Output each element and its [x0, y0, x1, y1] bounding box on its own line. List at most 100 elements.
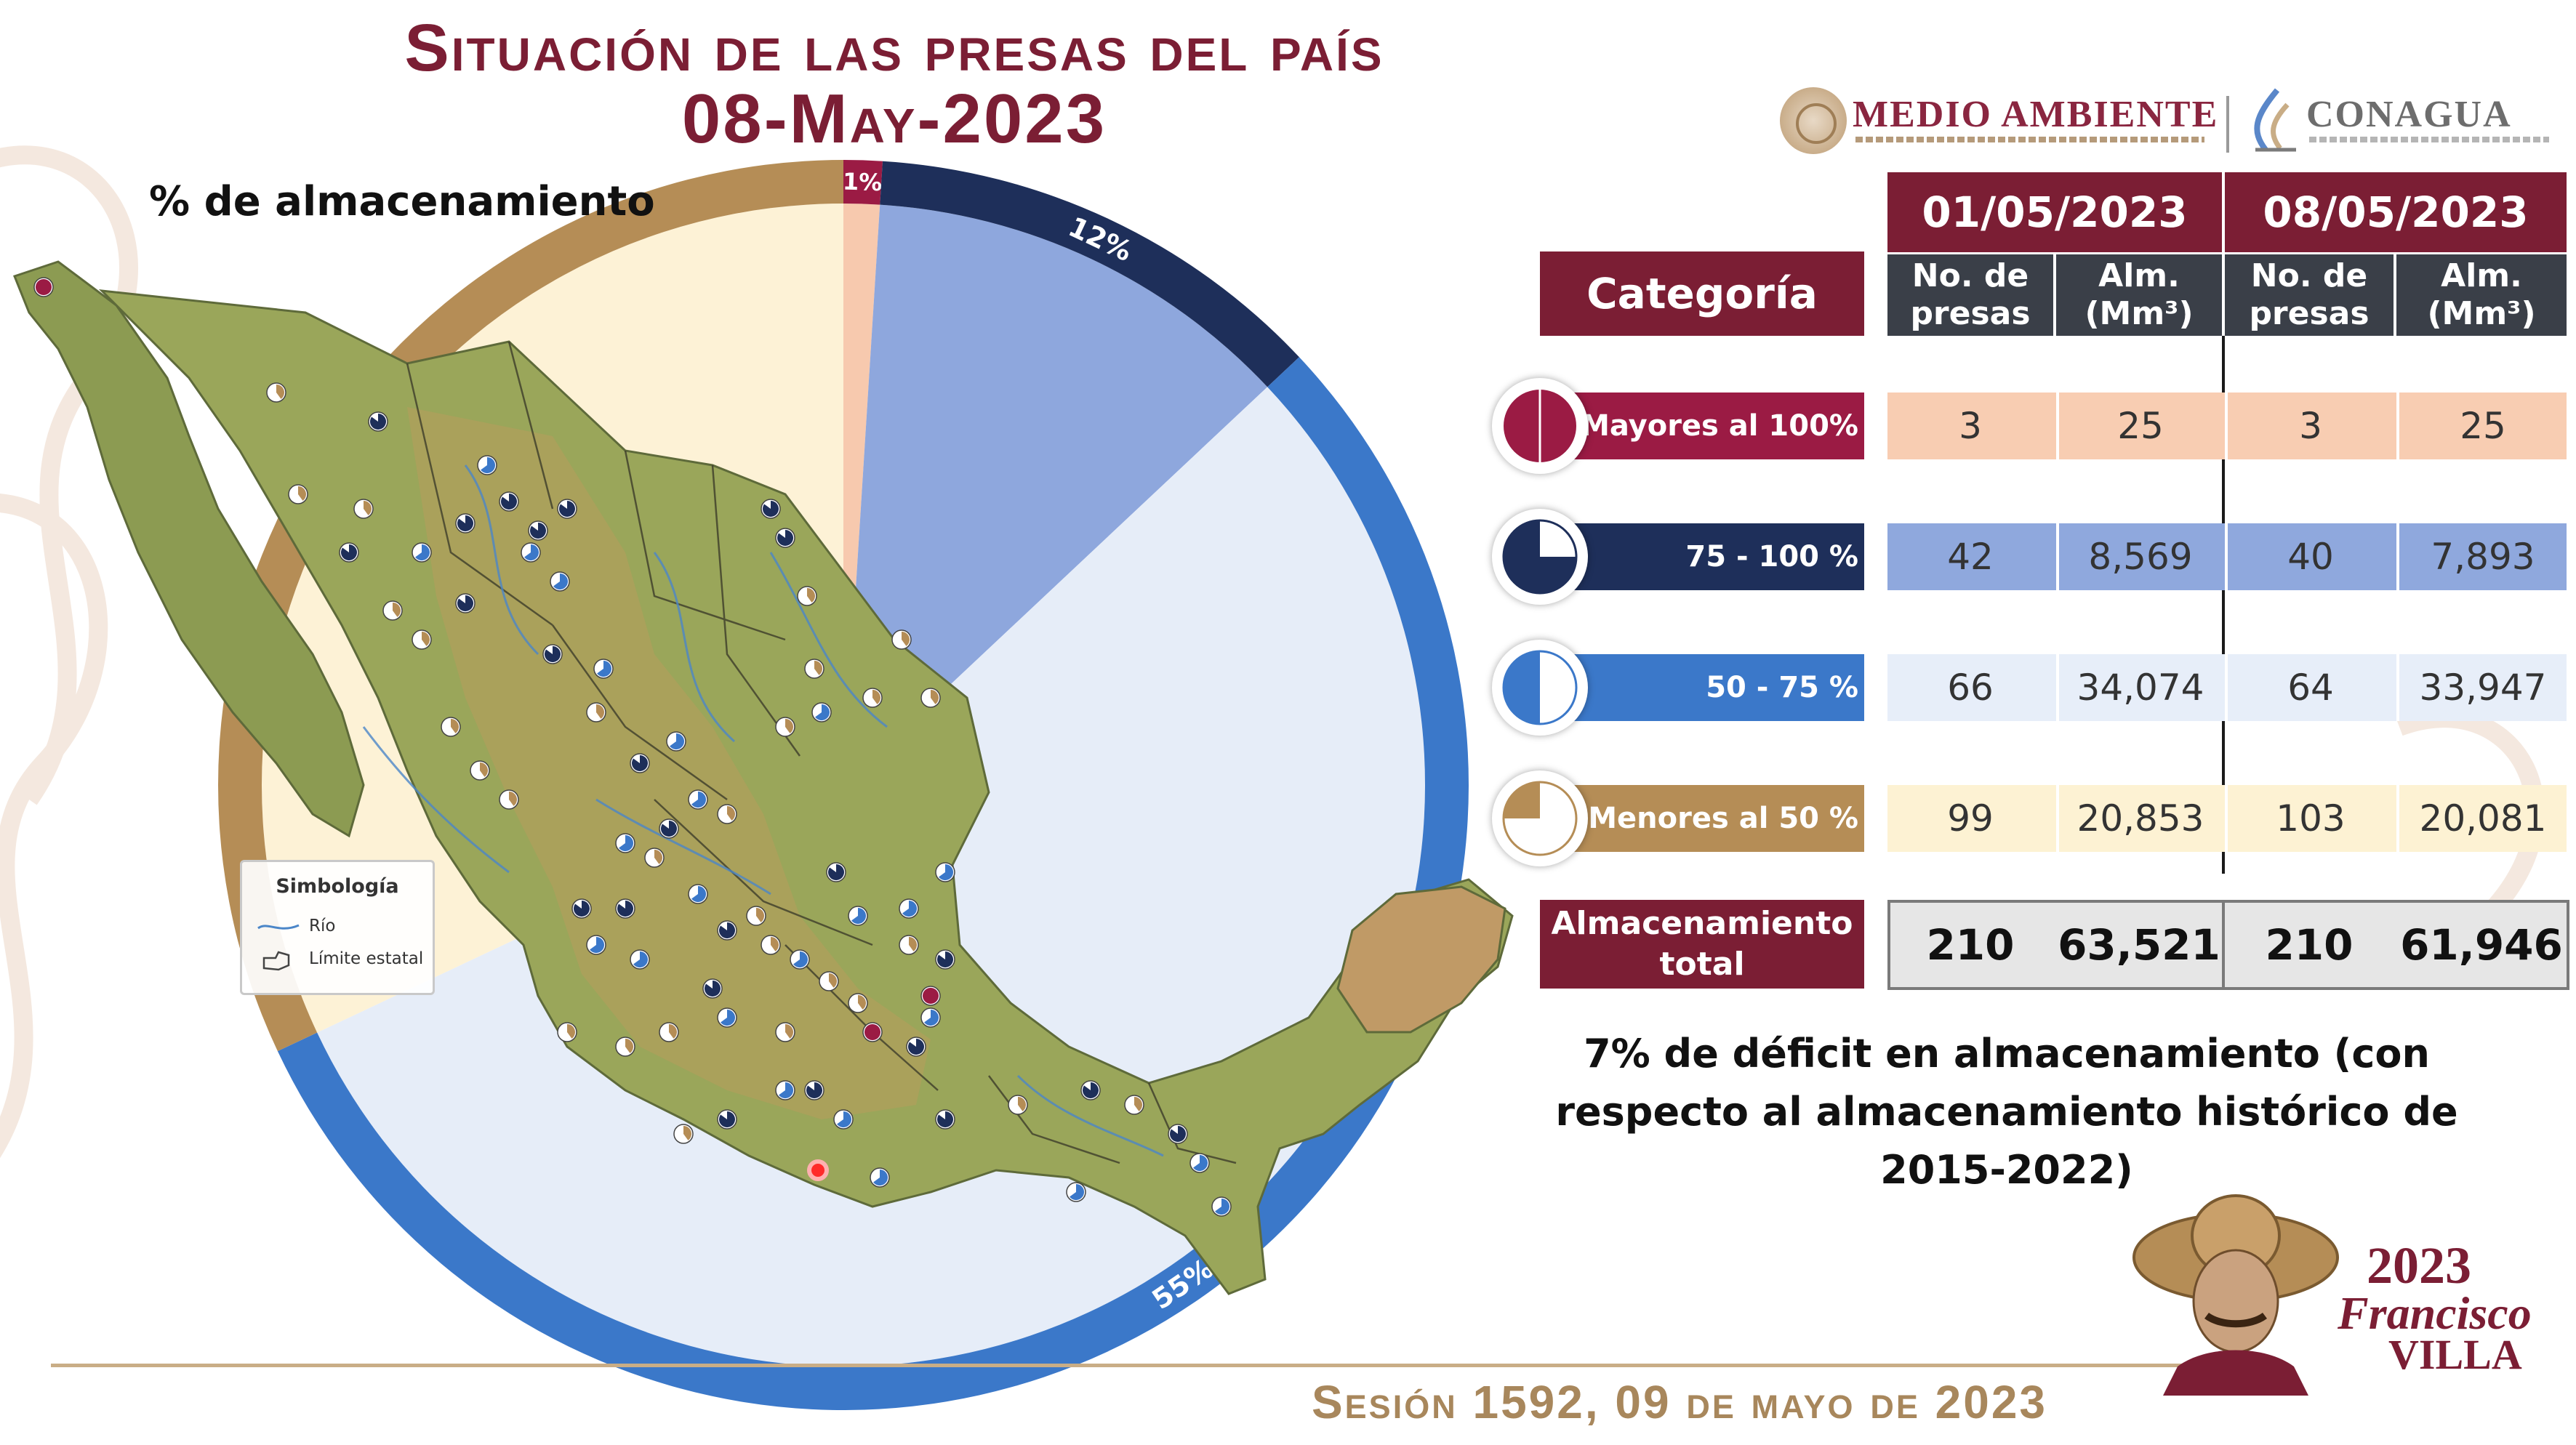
- dam-marker-53: [804, 659, 824, 679]
- dam-marker-27: [615, 898, 635, 919]
- dam-marker-8: [339, 542, 359, 563]
- dam-marker-39: [775, 1022, 795, 1042]
- national-seal-icon: [1780, 87, 1847, 154]
- dam-marker-55: [891, 629, 912, 650]
- dam-marker-56: [920, 688, 941, 708]
- dam-marker-34: [761, 935, 781, 955]
- pie-slice-2: [277, 357, 1469, 1411]
- dam-marker-14: [550, 571, 570, 592]
- dam-marker-49: [920, 1007, 941, 1028]
- deficit-note: 7% de déficit en almacenamiento (con res…: [1555, 1031, 2458, 1193]
- dam-marker-22: [688, 789, 708, 810]
- category-fill-icon: [1492, 640, 1588, 736]
- dam-marker-25: [717, 804, 737, 824]
- dam-marker-69: [870, 1167, 890, 1188]
- dam-marker-63: [1124, 1095, 1144, 1115]
- table-cell: 99: [1947, 797, 1994, 840]
- dam-marker-51: [899, 935, 919, 955]
- dam-marker-64: [1168, 1124, 1188, 1144]
- sub-header-alm-2: Alm. (Mm³): [2396, 254, 2567, 336]
- dam-marker-71: [673, 1124, 694, 1144]
- conagua-logo: CONAGUA: [2248, 87, 2553, 160]
- table-cell: 40: [2225, 523, 2394, 590]
- total-row: [1887, 900, 2569, 990]
- legend-title: Simbología: [276, 875, 399, 898]
- legend-border-label: Límite estatal: [309, 949, 424, 968]
- dam-marker-4: [499, 491, 519, 512]
- pie-slice-1: [880, 161, 1299, 387]
- dam-marker-7: [353, 499, 374, 519]
- category-label: 50 - 75 %: [1706, 671, 1858, 704]
- dam-marker-73: [899, 898, 919, 919]
- legend-row-border: Límite estatal: [257, 949, 424, 970]
- dam-marker-37: [848, 993, 868, 1013]
- footer-rule: [51, 1364, 2276, 1367]
- dam-marker-28: [688, 884, 708, 904]
- dam-marker-0: [33, 277, 54, 297]
- dam-marker-38: [862, 1022, 883, 1042]
- mexico-map: [13, 260, 1514, 1295]
- map-highlands: [407, 407, 931, 1119]
- dam-marker-11: [528, 520, 548, 541]
- dam-marker-20: [630, 753, 650, 773]
- dam-marker-40: [702, 978, 723, 999]
- dam-marker-77: [441, 717, 461, 737]
- dam-marker-62: [1080, 1080, 1101, 1100]
- dam-marker-48: [906, 1037, 926, 1057]
- pie-label-0: 1%: [842, 168, 882, 197]
- dam-marker-1: [266, 382, 286, 403]
- category-bar: 75 - 100 %: [1563, 523, 1864, 590]
- medio-ambiente-subline: [1855, 137, 2204, 142]
- sub-header-presas-2: No. de presas: [2225, 254, 2394, 336]
- category-bar: 50 - 75 %: [1563, 654, 1864, 721]
- medio-ambiente-logo: MEDIO AMBIENTE: [1780, 87, 2217, 160]
- page-date: 08-May-2023: [681, 80, 1107, 158]
- dam-marker-23: [659, 818, 679, 839]
- total-alm-2: 61,946: [2400, 920, 2563, 970]
- dam-marker-66: [1211, 1196, 1232, 1217]
- dam-markers: [33, 277, 1232, 1217]
- pie-slice-0: [843, 160, 883, 205]
- dam-marker-43: [615, 1037, 635, 1057]
- river-swatch-icon: [257, 918, 300, 935]
- table-cell: 8,569: [2056, 523, 2222, 590]
- dam-marker-5: [455, 513, 476, 534]
- dam-marker-17: [542, 644, 563, 664]
- table-cell: 25: [2056, 393, 2222, 459]
- dam-marker-10: [455, 593, 476, 613]
- dam-marker-12: [557, 499, 577, 519]
- dam-marker-2: [368, 411, 388, 432]
- dam-marker-42: [659, 1022, 679, 1042]
- dam-marker-41: [717, 1007, 737, 1028]
- villa-name-first: Francisco: [2338, 1287, 2532, 1339]
- legend-row-river: Río: [257, 917, 335, 935]
- dam-marker-50: [935, 949, 955, 970]
- table-cell: 103: [2225, 785, 2394, 852]
- dam-marker-3: [477, 455, 497, 475]
- table-cell: 20,081: [2396, 785, 2567, 852]
- category-bar: Mayores al 100%: [1563, 393, 1864, 459]
- dam-marker-45: [775, 1080, 795, 1100]
- conagua-mark-icon: [2254, 88, 2296, 152]
- total-divider: [2222, 903, 2225, 987]
- border-swatch-icon: [257, 951, 300, 970]
- category-label: Menores al 50 %: [1588, 802, 1858, 835]
- conagua-name: CONAGUA: [2306, 94, 2512, 135]
- dam-marker-67: [1066, 1182, 1086, 1202]
- dam-marker-78: [470, 760, 490, 781]
- map-baja-california: [13, 260, 365, 838]
- category-bar: Menores al 50 %: [1563, 785, 1864, 852]
- dam-marker-70: [717, 1109, 737, 1130]
- dam-marker-32: [630, 949, 650, 970]
- table-cell: 20,853: [2056, 785, 2222, 852]
- dam-marker-59: [775, 528, 795, 548]
- session-footer: Sesión 1592, 09 de mayo de 2023: [1311, 1376, 2048, 1428]
- table-cell: 66: [1947, 667, 1994, 709]
- dam-marker-61: [1008, 1095, 1028, 1115]
- logo-divider: [2226, 96, 2229, 153]
- dam-marker-29: [717, 920, 737, 941]
- pie-wedge-1: [843, 204, 1268, 785]
- dam-marker-46: [804, 1080, 824, 1100]
- table-cell: 42: [1947, 536, 1994, 578]
- dam-marker-18: [593, 659, 614, 679]
